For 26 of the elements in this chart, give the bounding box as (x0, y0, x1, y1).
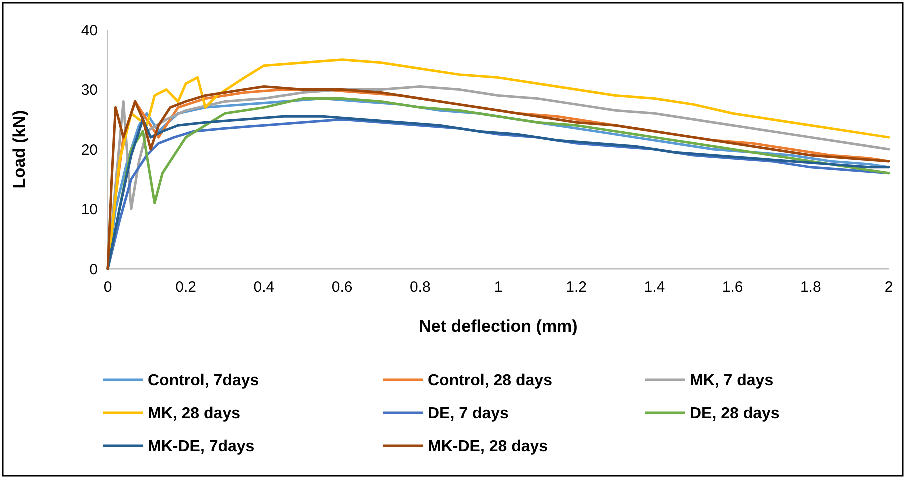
x-tick-label: 0.6 (332, 279, 353, 296)
legend-label: MK, 28 days (148, 406, 241, 423)
y-tick-label: 0 (90, 261, 98, 278)
x-axis-title: Net deflection (mm) (419, 317, 578, 336)
x-tick-label: 0.2 (176, 279, 197, 296)
x-tick-label: 1.8 (800, 279, 822, 296)
x-tick-label: 1 (494, 279, 503, 296)
y-axis-title: Load (kN) (10, 110, 29, 189)
x-tick-label: 1.2 (566, 279, 588, 296)
legend-label: Control, 28 days (428, 372, 553, 390)
x-tick-label: 1.4 (644, 279, 666, 296)
legend-label: DE, 7 days (428, 406, 510, 423)
legend-label: MK, 7 days (690, 372, 774, 390)
legend-label: MK-DE, 7days (148, 438, 255, 456)
x-tick-label: 0.8 (410, 279, 431, 296)
x-tick-label: 0 (104, 279, 112, 296)
legend-label: Control, 7days (148, 372, 260, 390)
legend-label: DE, 28 days (690, 406, 780, 423)
y-tick-label: 20 (81, 142, 98, 159)
y-tick-label: 10 (81, 202, 98, 218)
y-tick-label: 40 (81, 22, 98, 40)
x-tick-label: 2 (884, 279, 894, 296)
y-tick-label: 30 (81, 82, 98, 99)
x-tick-label: 0.4 (254, 279, 275, 296)
legend-label: MK-DE, 28 days (428, 438, 548, 456)
x-tick-label: 1.6 (722, 279, 744, 296)
